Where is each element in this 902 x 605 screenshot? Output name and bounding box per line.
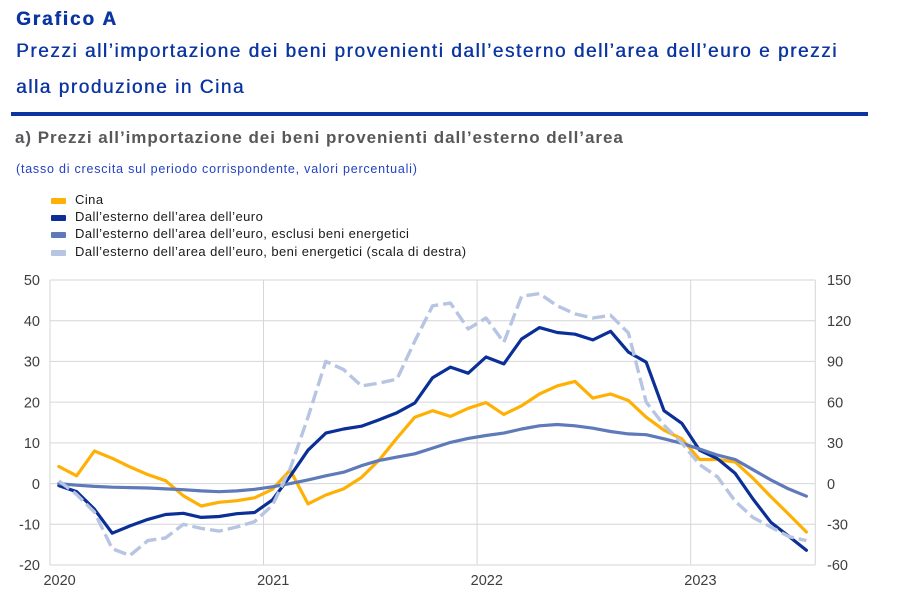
svg-text:30: 30 [24, 355, 40, 371]
svg-text:150: 150 [827, 273, 851, 289]
svg-text:-20: -20 [19, 558, 40, 574]
svg-text:2022: 2022 [471, 573, 503, 589]
svg-text:90: 90 [827, 355, 843, 371]
svg-text:-60: -60 [827, 558, 848, 574]
svg-text:2023: 2023 [684, 573, 716, 589]
svg-text:10: 10 [24, 436, 40, 452]
svg-text:40: 40 [24, 314, 40, 330]
svg-text:60: 60 [827, 395, 843, 411]
svg-text:50: 50 [24, 273, 40, 289]
svg-text:120: 120 [827, 314, 851, 330]
svg-text:30: 30 [827, 436, 843, 452]
svg-text:2020: 2020 [43, 573, 75, 589]
svg-text:2021: 2021 [257, 573, 289, 589]
svg-text:0: 0 [32, 477, 40, 493]
svg-text:0: 0 [827, 477, 835, 493]
svg-text:-30: -30 [827, 517, 848, 533]
svg-text:20: 20 [24, 395, 40, 411]
svg-text:-10: -10 [19, 517, 40, 533]
